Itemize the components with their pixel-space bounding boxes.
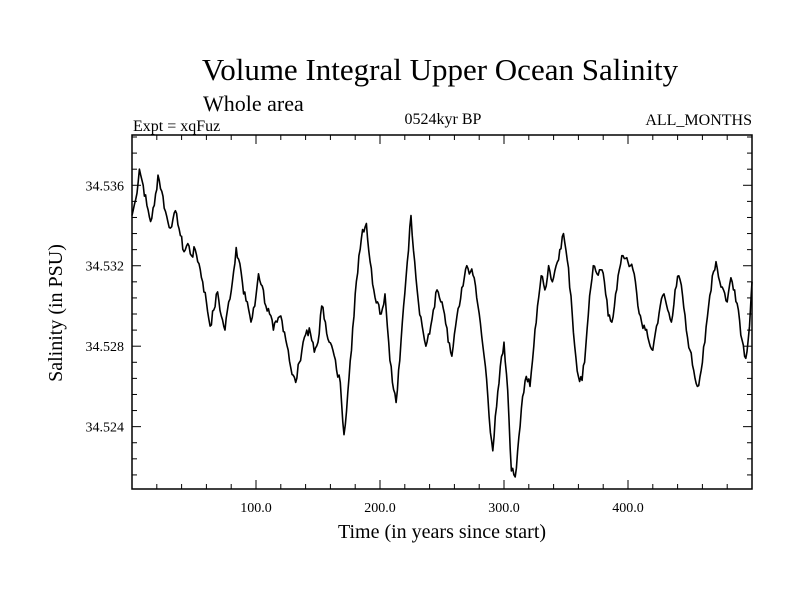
series-layer	[131, 168, 753, 478]
x-tick-label: 400.0	[612, 501, 644, 516]
axis-ticks	[132, 135, 752, 489]
y-tick-label: 34.536	[86, 179, 125, 194]
months-label: ALL_MONTHS	[645, 112, 752, 129]
y-tick-label: 34.524	[86, 421, 125, 436]
x-tick-label: 200.0	[364, 501, 396, 516]
y-axis-label: Salinity (in PSU)	[45, 244, 67, 382]
y-tick-label: 34.532	[86, 260, 125, 275]
series-line-salinity	[131, 168, 753, 478]
chart-title: Volume Integral Upper Ocean Salinity	[202, 52, 679, 87]
x-axis-label: Time (in years since start)	[338, 521, 546, 543]
chart-subtitle: Whole area	[203, 91, 304, 116]
period-label: 0524kyr BP	[405, 111, 482, 128]
plot-frame	[131, 134, 753, 490]
x-tick-label: 100.0	[240, 501, 272, 516]
x-tick-label: 300.0	[488, 501, 520, 516]
experiment-label: Expt = xqFuz	[133, 118, 220, 135]
y-tick-label: 34.528	[86, 340, 125, 355]
axis-tick-labels: 100.0 200.0 300.0 400.0 34.524 34.528 34.532 34…	[86, 179, 644, 516]
